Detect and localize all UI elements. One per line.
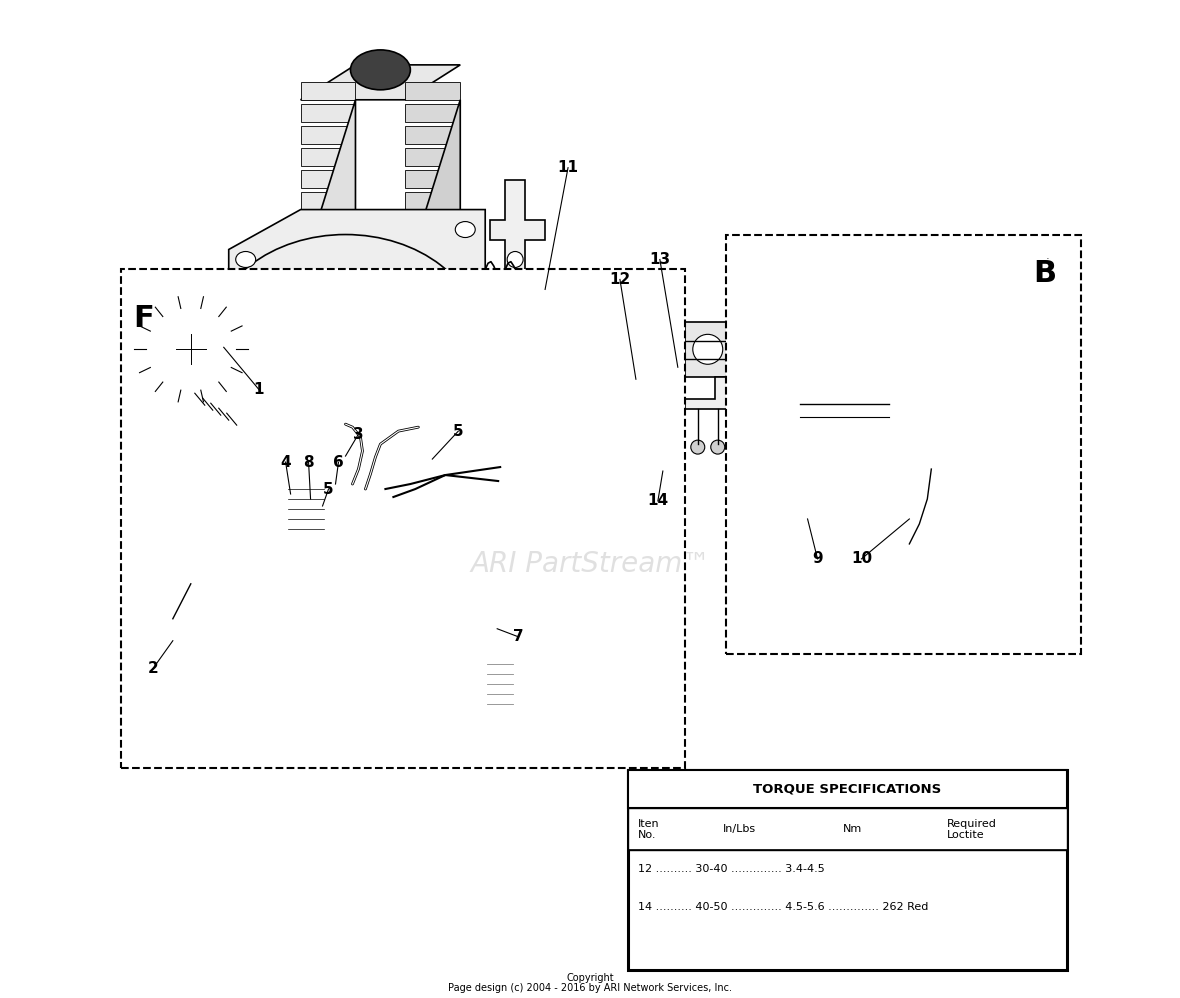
Polygon shape — [301, 236, 355, 253]
Ellipse shape — [507, 251, 523, 267]
Polygon shape — [749, 279, 800, 429]
Text: 13: 13 — [649, 251, 670, 267]
Text: 12: 12 — [609, 271, 630, 287]
Text: 6: 6 — [333, 454, 343, 470]
Ellipse shape — [693, 334, 722, 364]
Text: ARI PartStream™: ARI PartStream™ — [470, 550, 710, 578]
Polygon shape — [406, 82, 460, 100]
Ellipse shape — [286, 291, 406, 387]
Polygon shape — [301, 104, 355, 122]
Text: 0.74: 0.74 — [1047, 258, 1050, 259]
Polygon shape — [185, 391, 243, 431]
Bar — [120, 269, 684, 768]
Polygon shape — [490, 180, 545, 309]
Polygon shape — [406, 148, 460, 166]
Text: TORQUE SPECIFICATIONS: TORQUE SPECIFICATIONS — [753, 782, 942, 796]
Text: F: F — [133, 304, 153, 333]
Ellipse shape — [211, 235, 480, 444]
Text: B: B — [1032, 259, 1056, 288]
Text: Copyright: Copyright — [566, 973, 614, 983]
Ellipse shape — [328, 479, 347, 491]
Polygon shape — [301, 82, 355, 100]
Ellipse shape — [957, 459, 971, 469]
Polygon shape — [301, 214, 355, 232]
Ellipse shape — [511, 280, 519, 288]
Bar — [726, 235, 1081, 654]
Polygon shape — [301, 100, 355, 275]
Text: 4: 4 — [281, 454, 291, 470]
Ellipse shape — [710, 440, 725, 454]
Ellipse shape — [236, 381, 256, 397]
Polygon shape — [229, 210, 485, 409]
Ellipse shape — [159, 319, 223, 379]
Text: 14 .......... 40-50 .............. 4.5-5.6 .............. 262 Red: 14 .......... 40-50 .............. 4.5-5… — [638, 902, 929, 912]
Ellipse shape — [892, 459, 906, 469]
Ellipse shape — [765, 363, 781, 375]
Ellipse shape — [910, 392, 953, 442]
Text: 14: 14 — [648, 493, 668, 509]
Polygon shape — [301, 170, 355, 188]
Text: Required
Loctite: Required Loctite — [948, 818, 997, 840]
Polygon shape — [406, 170, 460, 188]
Ellipse shape — [765, 383, 781, 395]
Polygon shape — [684, 377, 729, 409]
Bar — [328, 485, 347, 527]
Ellipse shape — [288, 483, 323, 539]
Polygon shape — [301, 65, 460, 100]
Bar — [628, 808, 1067, 850]
Ellipse shape — [321, 319, 371, 359]
Polygon shape — [684, 322, 729, 377]
Bar — [890, 349, 975, 364]
Polygon shape — [406, 214, 460, 232]
Polygon shape — [301, 126, 355, 144]
Text: 5: 5 — [323, 481, 334, 497]
Ellipse shape — [455, 222, 476, 238]
Ellipse shape — [337, 415, 349, 427]
Text: Iten
No.: Iten No. — [638, 818, 660, 840]
Polygon shape — [406, 236, 460, 253]
Text: 3: 3 — [353, 426, 363, 442]
Bar — [890, 364, 975, 469]
Text: 1: 1 — [254, 381, 264, 397]
Bar — [485, 651, 516, 711]
Text: 5: 5 — [453, 423, 464, 439]
Ellipse shape — [350, 50, 411, 90]
Polygon shape — [406, 104, 460, 122]
Ellipse shape — [250, 264, 440, 414]
Bar — [628, 770, 1067, 808]
Text: 2: 2 — [148, 661, 158, 677]
Ellipse shape — [133, 294, 249, 404]
Polygon shape — [406, 100, 460, 275]
Ellipse shape — [236, 251, 256, 267]
Polygon shape — [301, 148, 355, 166]
Polygon shape — [301, 192, 355, 210]
Text: 7: 7 — [513, 629, 524, 645]
Text: 9: 9 — [812, 551, 822, 567]
Text: 11: 11 — [557, 160, 578, 176]
Bar — [897, 373, 965, 461]
Text: Page design (c) 2004 - 2016 by ARI Network Services, Inc.: Page design (c) 2004 - 2016 by ARI Netwo… — [448, 983, 732, 993]
Ellipse shape — [414, 419, 426, 431]
Polygon shape — [159, 614, 185, 634]
Text: In/Lbs: In/Lbs — [722, 824, 756, 834]
Text: Nm: Nm — [843, 824, 861, 834]
Ellipse shape — [511, 295, 519, 303]
Polygon shape — [179, 404, 503, 594]
Bar — [975, 389, 989, 399]
Ellipse shape — [690, 440, 704, 454]
Polygon shape — [406, 192, 460, 210]
Text: 12 .......... 30-40 .............. 3.4-4.5: 12 .......... 30-40 .............. 3.4-4… — [638, 864, 825, 874]
Text: 10: 10 — [851, 551, 872, 567]
Ellipse shape — [160, 619, 171, 629]
Bar — [628, 770, 1067, 970]
Bar — [975, 429, 989, 439]
Polygon shape — [406, 126, 460, 144]
Text: 8: 8 — [303, 454, 314, 470]
Ellipse shape — [176, 335, 205, 363]
Ellipse shape — [455, 381, 476, 397]
